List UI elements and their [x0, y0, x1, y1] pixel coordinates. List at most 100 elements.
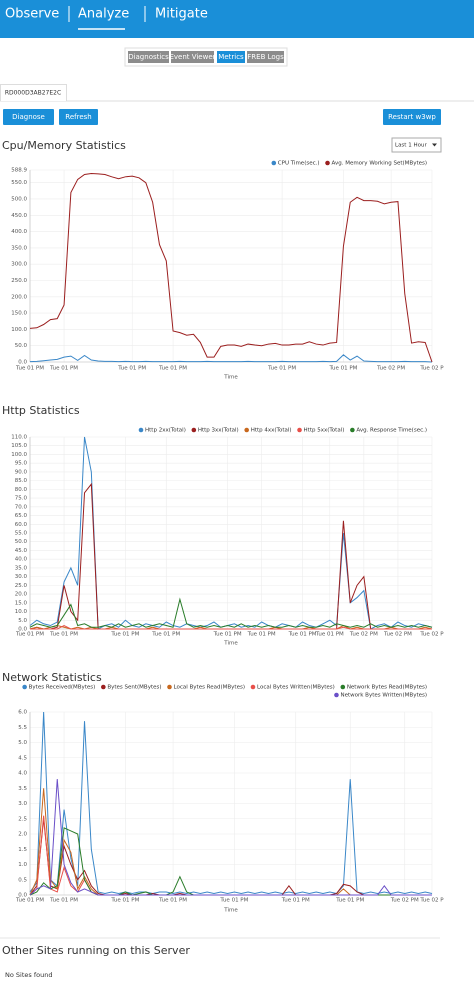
y-tick-label: 1.0 — [18, 862, 27, 868]
y-tick-label: 0.0 — [18, 627, 27, 633]
legend-marker — [167, 684, 172, 690]
tool-button[interactable] — [247, 51, 284, 63]
legend-item: Local Bytes Written(MBytes) — [250, 684, 335, 691]
tool-button[interactable] — [171, 51, 214, 63]
legend-label: Bytes Sent(MBytes) — [107, 685, 161, 691]
x-tick-label: Tue 01 PM — [281, 898, 310, 904]
y-tick-label: 45.0 — [15, 548, 28, 554]
x-tick-label: Tue 01 PM — [151, 632, 180, 638]
restart-button[interactable] — [383, 109, 441, 125]
time-range-label: Last 1 Hour — [395, 143, 427, 149]
x-tick-label: Tue 02 PM — [349, 632, 378, 638]
y-tick-label: 110.0 — [11, 435, 27, 441]
legend-item: Local Bytes Read(MBytes) — [167, 685, 245, 691]
x-tick-label: Tue 01 PM — [110, 898, 139, 904]
y-tick-label: 25.0 — [15, 583, 28, 589]
action-button[interactable] — [59, 109, 98, 125]
series-line — [29, 711, 433, 895]
y-tick-label: 35.0 — [15, 565, 28, 571]
nav-item[interactable]: Observe — [5, 7, 59, 22]
legend-marker — [271, 160, 277, 166]
legend-label: Network Bytes Written(MBytes) — [340, 693, 427, 699]
x-tick-label: Tue 01 PM — [247, 632, 276, 638]
legend-marker — [250, 684, 256, 690]
series-line — [29, 597, 433, 628]
tool-button[interactable] — [128, 51, 169, 63]
empty-message: No Sites found — [5, 971, 52, 979]
y-tick-label: 3.5 — [18, 786, 27, 792]
x-tick-label: Tue 01 PM — [15, 898, 44, 904]
y-tick-label: 80.0 — [15, 487, 28, 493]
legend-item: Avg. Response Time(sec.) — [350, 428, 427, 434]
series-line — [29, 354, 433, 363]
x-tick-label: Tue 01 PM — [49, 366, 78, 372]
y-tick-label: 3.0 — [18, 801, 27, 807]
y-tick-label: 85.0 — [15, 478, 28, 484]
y-tick-label: 4.5 — [18, 755, 27, 761]
legend-marker — [350, 427, 355, 433]
x-axis-title: Time — [223, 908, 238, 914]
y-tick-label: 95.0 — [15, 461, 28, 467]
y-tick-label: 588.9 — [11, 168, 27, 174]
y-tick-label: 2.0 — [18, 832, 27, 838]
y-tick-label: 20.0 — [15, 592, 28, 598]
y-tick-label: 10.0 — [15, 609, 28, 615]
nav-item[interactable]: Mitigate — [155, 7, 208, 22]
y-tick-label: 0.0 — [18, 893, 27, 899]
legend-marker — [22, 684, 27, 690]
legend-item: Bytes Received(MBytes) — [22, 685, 95, 691]
series-line — [30, 624, 432, 630]
legend-label: Network Bytes Read(MBytes) — [347, 685, 427, 691]
legend-item: Network Bytes Written(MBytes) — [334, 693, 427, 699]
legend-label: Http 5xx(Total) — [304, 428, 345, 434]
y-tick-label: 70.0 — [15, 504, 28, 510]
legend-item: Http 4xx(Total) — [244, 427, 292, 434]
legend-label: Avg. Response Time(sec.) — [356, 428, 427, 434]
legend-label: Avg. Memory Working Set(MBytes) — [332, 161, 427, 167]
x-tick-label: Tue 01 PM — [49, 898, 78, 904]
x-tick-label: Tue 01 PM — [49, 632, 78, 638]
x-axis-title: Time — [223, 641, 238, 647]
y-tick-label: 250.0 — [11, 278, 27, 284]
legend-label: Local Bytes Read(MBytes) — [174, 685, 245, 691]
legend-label: Bytes Received(MBytes) — [29, 685, 96, 691]
tool-label: FREB Logs — [247, 53, 284, 61]
chart-title: Cpu/Memory Statistics — [2, 139, 126, 152]
legend-label: Http 3xx(Total) — [198, 428, 239, 434]
tool-button-active[interactable] — [217, 51, 245, 63]
x-tick-label: Tue 02 P — [419, 366, 444, 372]
legend-marker — [325, 160, 330, 166]
x-tick-label: Tue 01 PM — [213, 632, 242, 638]
server-tab[interactable] — [0, 84, 67, 102]
y-tick-label: 400.0 — [11, 229, 27, 235]
x-tick-label: Tue 01 PM — [117, 366, 146, 372]
y-tick-label: 15.0 — [15, 600, 28, 606]
x-axis-title: Time — [223, 375, 238, 381]
y-tick-label: 300.0 — [11, 262, 27, 268]
y-tick-label: 75.0 — [15, 496, 28, 502]
legend-marker — [244, 427, 249, 433]
chart-title: Network Statistics — [2, 671, 102, 684]
x-tick-label: Tue 02 P — [419, 898, 444, 904]
x-tick-label: Tue 01 PM — [158, 366, 187, 372]
nav-bar — [0, 0, 474, 38]
y-tick-label: 65.0 — [15, 513, 28, 519]
legend-marker — [138, 427, 144, 433]
nav-item[interactable]: Analyze — [78, 7, 129, 22]
y-tick-label: 0.5 — [18, 877, 27, 883]
y-tick-label: 4.0 — [18, 771, 27, 777]
action-button[interactable] — [3, 109, 54, 125]
x-tick-label: Tue 01 PM — [328, 366, 357, 372]
y-tick-label: 40.0 — [15, 557, 28, 563]
time-range-select[interactable] — [391, 137, 442, 153]
x-tick-label: Tue 01 PM — [315, 632, 344, 638]
series-line — [29, 788, 432, 896]
y-tick-label: 55.0 — [15, 531, 28, 537]
x-tick-label: Tue 01 PM — [15, 366, 44, 372]
y-tick-label: 60.0 — [15, 522, 28, 528]
action-label: Diagnose — [12, 113, 45, 121]
legend-item: Http 3xx(Total) — [191, 428, 239, 434]
y-tick-label: 5.5 — [18, 725, 27, 731]
y-tick-label: 200.0 — [11, 294, 27, 300]
